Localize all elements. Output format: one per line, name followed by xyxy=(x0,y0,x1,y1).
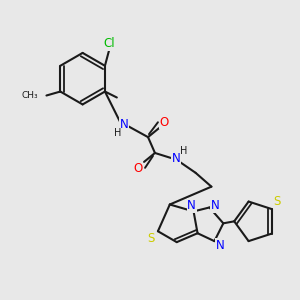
Text: N: N xyxy=(216,238,225,252)
Text: H: H xyxy=(114,128,121,138)
Text: N: N xyxy=(120,118,129,131)
Text: S: S xyxy=(273,195,280,208)
Text: Cl: Cl xyxy=(103,38,115,50)
Text: N: N xyxy=(211,199,220,212)
Text: O: O xyxy=(134,162,143,175)
Text: CH₃: CH₃ xyxy=(22,91,38,100)
Text: N: N xyxy=(171,152,180,165)
Text: O: O xyxy=(159,116,169,129)
Text: H: H xyxy=(180,146,188,156)
Text: S: S xyxy=(147,232,155,245)
Text: N: N xyxy=(187,199,196,212)
